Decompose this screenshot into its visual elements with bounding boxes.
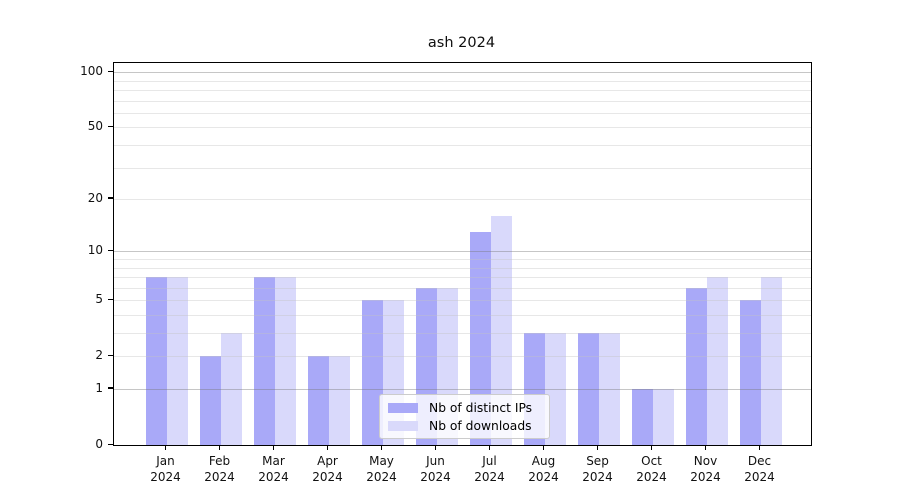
x-tick-may [381,445,383,450]
bar-jan-downloads [166,276,188,445]
x-tick-label-dec: Dec 2024 [744,454,775,484]
gridline-80 [114,89,811,91]
bar-jul-distinct-ips [469,231,491,445]
x-tick-nov [705,445,707,450]
bar-oct-downloads [652,389,674,445]
gridline-90 [114,80,811,82]
gridline-40 [114,144,811,146]
bar-dec-distinct-ips [739,300,761,445]
gridline-8 [114,267,811,269]
legend-label-downloads: Nb of downloads [429,418,532,433]
distinct-ips-swatch [388,402,418,413]
y-tick-label-100: 100 [80,64,103,79]
gridline-9 [114,258,811,260]
bar-dec-downloads [760,276,782,445]
bar-mar-downloads [274,276,296,445]
downloads-swatch [388,420,418,431]
gridline-50 [114,127,811,129]
bar-nov-distinct-ips [685,287,707,445]
bar-jan-distinct-ips [145,276,167,445]
bar-apr-distinct-ips [307,356,329,445]
x-tick-jan [165,445,167,450]
x-tick-label-aug: Aug 2024 [528,454,559,484]
x-tick-jun [435,445,437,450]
bar-feb-downloads [220,332,242,445]
y-tick-label-10: 10 [87,243,103,258]
y-tick-label-50: 50 [87,119,103,134]
legend-row-downloads: Nb of downloads [380,419,549,433]
x-tick-jul [489,445,491,450]
x-tick-label-jan: Jan 2024 [150,454,181,484]
legend-row-distinct-ips: Nb of distinct IPs [380,401,549,415]
bar-mar-distinct-ips [253,276,275,445]
bar-jul-downloads [490,216,512,445]
x-tick-feb [219,445,221,450]
legend: Nb of distinct IPs Nb of downloads [379,394,550,439]
y-tick-50 [108,125,113,127]
gridline-100 [114,72,811,74]
gridline-60 [114,112,811,114]
bar-sep-distinct-ips [577,332,599,445]
plot-area: Nb of distinct IPs Nb of downloads [113,62,812,446]
legend-label-distinct-ips: Nb of distinct IPs [429,400,533,415]
x-tick-label-mar: Mar 2024 [258,454,289,484]
y-tick-100 [108,70,113,72]
chart-title: ash 2024 [427,35,496,51]
x-tick-sep [597,445,599,450]
gridline-70 [114,100,811,102]
y-tick-label-1: 1 [95,380,103,395]
x-tick-apr [327,445,329,450]
x-tick-label-oct: Oct 2024 [636,454,667,484]
y-tick-5 [108,298,113,300]
gridline-10 [114,251,811,253]
y-tick-label-2: 2 [95,348,103,363]
y-tick-2 [108,354,113,356]
y-tick-label-0: 0 [95,437,103,451]
y-tick-1 [108,387,113,389]
bar-sep-downloads [598,332,620,445]
bar-may-distinct-ips [361,300,383,445]
bar-oct-distinct-ips [631,389,653,445]
x-tick-label-jul: Jul 2024 [474,454,505,484]
x-tick-dec [759,445,761,450]
y-tick-20 [108,197,113,199]
y-tick-label-5: 5 [95,292,103,307]
x-tick-mar [273,445,275,450]
x-tick-label-jun: Jun 2024 [420,454,451,484]
bar-apr-downloads [328,356,350,445]
y-tick-10 [108,249,113,251]
bar-feb-distinct-ips [199,356,221,445]
x-tick-label-apr: Apr 2024 [312,454,343,484]
x-tick-label-sep: Sep 2024 [582,454,613,484]
y-tick-0 [108,443,113,445]
x-tick-aug [543,445,545,450]
y-tick-label-20: 20 [87,190,103,205]
x-tick-oct [651,445,653,450]
x-tick-label-nov: Nov 2024 [690,454,721,484]
bar-nov-downloads [706,276,728,445]
x-tick-label-may: May 2024 [366,454,397,484]
gridline-30 [114,167,811,169]
gridline-20 [114,199,811,200]
x-tick-label-feb: Feb 2024 [204,454,235,484]
